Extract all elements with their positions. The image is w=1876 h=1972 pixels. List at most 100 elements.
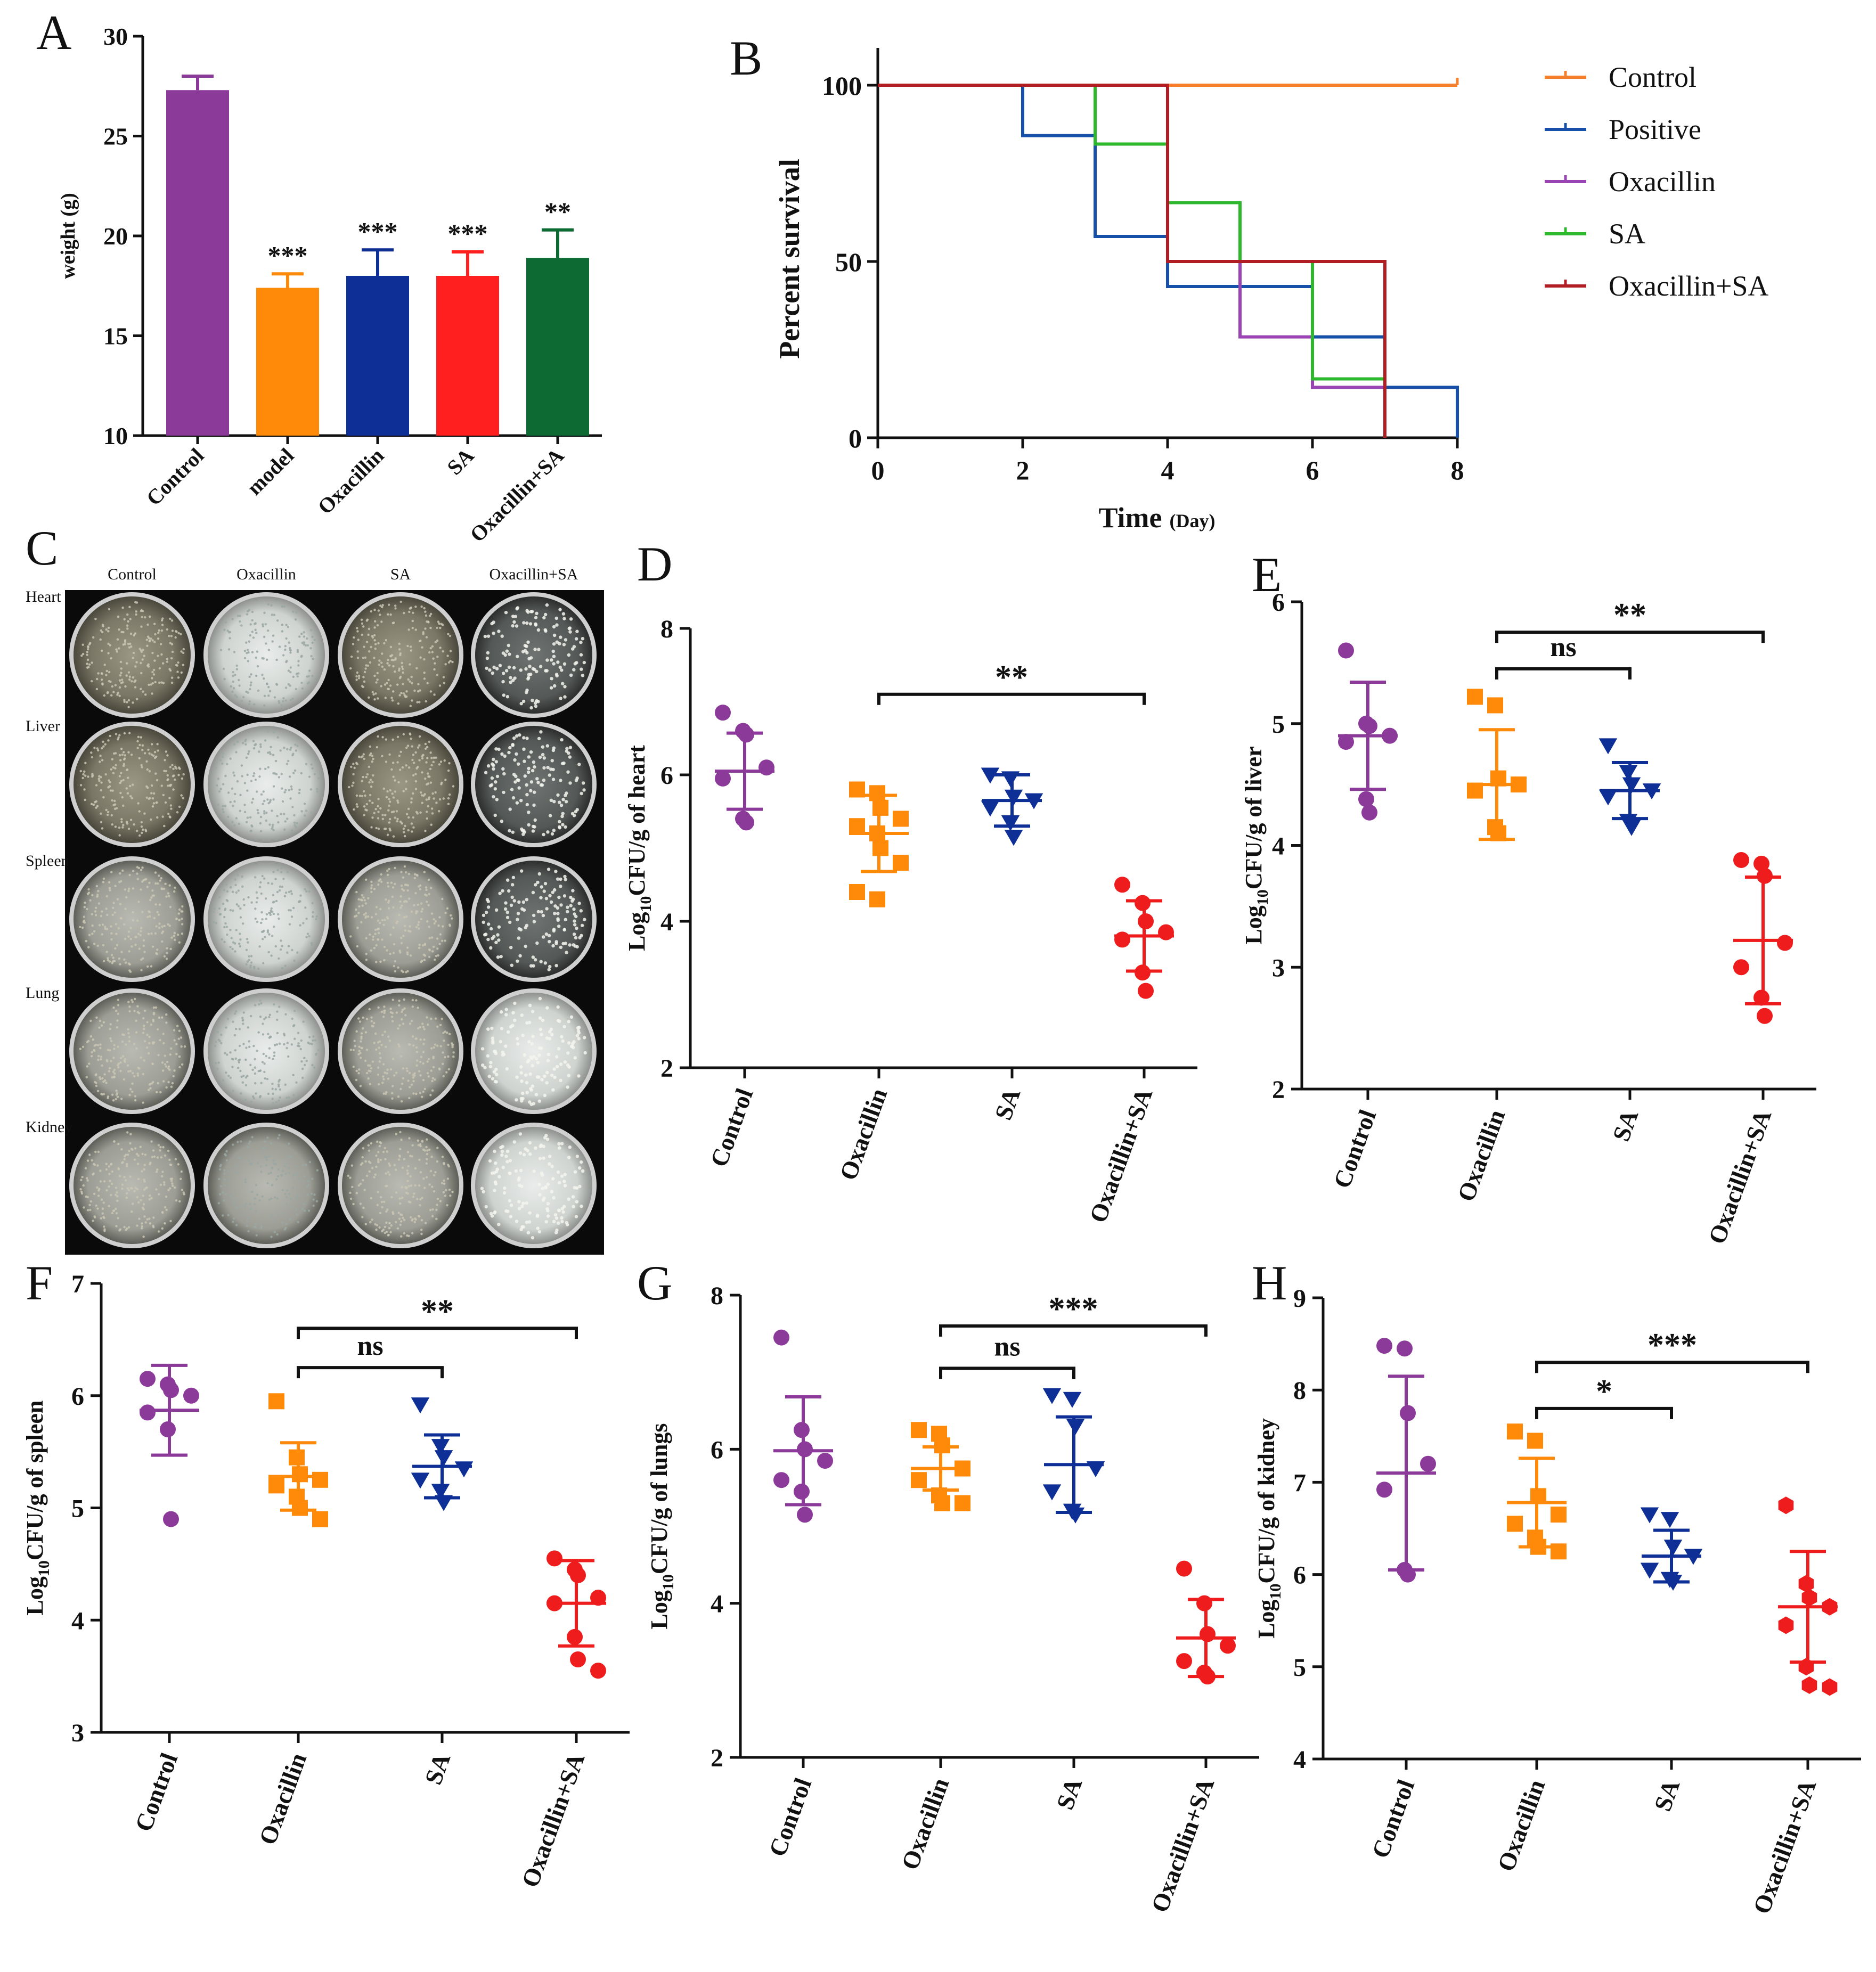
colony — [135, 661, 138, 664]
colony — [224, 1154, 227, 1157]
colony — [101, 1064, 103, 1067]
colony — [526, 640, 530, 644]
colony — [239, 938, 242, 941]
colony — [561, 1039, 565, 1043]
colony — [107, 1049, 110, 1052]
colony — [249, 966, 252, 969]
colony — [281, 945, 283, 947]
colony — [306, 637, 308, 640]
colony — [166, 947, 168, 950]
colony — [404, 834, 406, 838]
colony — [355, 1069, 358, 1073]
colony — [434, 791, 437, 794]
colony — [531, 1010, 535, 1013]
colony — [163, 955, 166, 958]
colony — [516, 778, 519, 782]
colony — [161, 1069, 165, 1072]
colony — [104, 927, 107, 930]
colony — [366, 773, 369, 776]
colony — [387, 613, 389, 616]
colony — [273, 613, 275, 616]
colony — [408, 1097, 411, 1100]
colony — [363, 757, 365, 760]
colony — [492, 935, 496, 939]
colony — [572, 1040, 576, 1044]
colony — [180, 794, 183, 797]
colony — [309, 788, 313, 791]
colony — [374, 932, 377, 935]
x-tick-label: Control — [705, 1085, 758, 1171]
colony — [92, 1038, 94, 1041]
x-tick-label: 0 — [871, 455, 885, 485]
colony — [525, 793, 529, 797]
colony — [108, 1165, 110, 1168]
colony — [299, 1048, 302, 1051]
colony — [99, 1076, 101, 1079]
colony — [131, 1082, 134, 1085]
colony — [534, 616, 538, 620]
colony — [164, 1206, 167, 1209]
colony — [123, 763, 126, 765]
colony — [375, 1165, 378, 1168]
colony — [229, 886, 232, 889]
colony — [573, 1170, 577, 1174]
colony — [137, 901, 140, 903]
data-point — [1338, 734, 1354, 750]
colony — [378, 1046, 380, 1049]
colony — [114, 885, 117, 887]
colony — [232, 941, 235, 944]
colony — [428, 893, 430, 896]
colony — [128, 1010, 131, 1013]
colony — [347, 1174, 349, 1177]
colony — [138, 834, 141, 837]
colony — [142, 1101, 144, 1104]
colony — [272, 1102, 274, 1104]
colony — [248, 640, 251, 643]
colony — [88, 934, 91, 936]
colony — [252, 747, 256, 750]
colony — [397, 781, 400, 784]
colony — [446, 1177, 449, 1180]
colony — [426, 811, 428, 813]
colony — [120, 951, 123, 953]
colony — [387, 678, 390, 682]
colony — [88, 663, 91, 666]
colony — [224, 1184, 226, 1187]
colony — [265, 1016, 267, 1019]
colony — [272, 829, 275, 831]
colony — [391, 895, 394, 898]
colony — [88, 1062, 91, 1065]
colony — [288, 1096, 290, 1099]
colony — [429, 767, 432, 771]
colony — [386, 869, 389, 872]
colony — [437, 620, 439, 623]
colony — [425, 798, 428, 801]
colony — [100, 821, 103, 824]
y-axis-title-sub: 10 — [659, 1574, 677, 1590]
colony — [156, 948, 159, 951]
colony — [227, 1214, 230, 1216]
colony — [126, 1187, 129, 1190]
photo-column-label: Control — [108, 566, 157, 583]
colony — [388, 1040, 391, 1042]
colony — [434, 1017, 437, 1020]
colony — [266, 929, 270, 932]
colony — [546, 830, 550, 834]
colony — [495, 798, 499, 801]
colony — [117, 691, 119, 694]
colony — [116, 1092, 119, 1095]
colony — [381, 755, 384, 758]
colony — [512, 736, 516, 740]
colony — [99, 1046, 102, 1050]
colony — [492, 795, 495, 799]
colony — [447, 1068, 450, 1070]
colony — [83, 906, 86, 909]
colony — [111, 758, 114, 761]
colony — [255, 1209, 257, 1213]
colony — [169, 766, 172, 768]
colony — [265, 897, 267, 900]
colony — [559, 697, 562, 700]
colony — [374, 648, 377, 650]
colony — [117, 1143, 120, 1145]
colony — [112, 1099, 115, 1102]
